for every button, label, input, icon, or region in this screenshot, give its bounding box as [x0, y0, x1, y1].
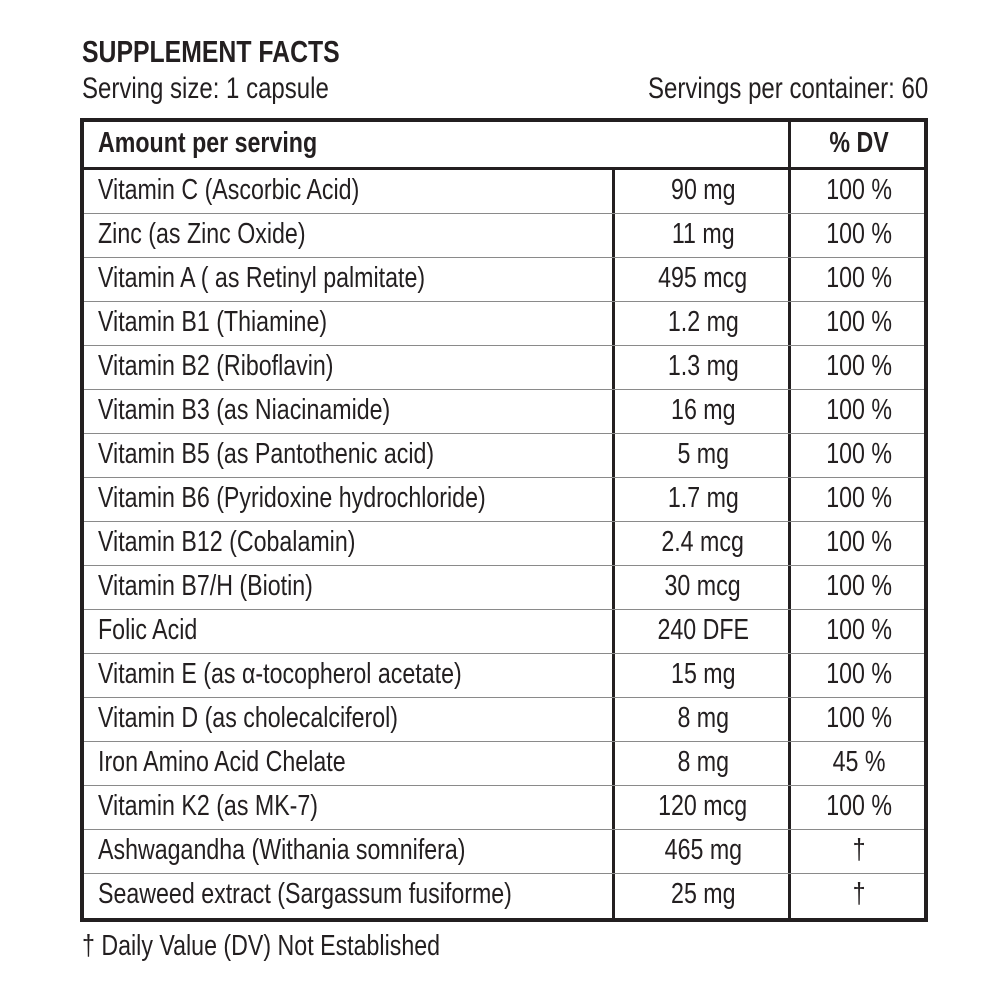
table-row: Vitamin B5 (as Pantothenic acid) 5 mg 100 …	[84, 434, 924, 478]
nutrient-dv: 100 %	[826, 350, 892, 382]
table-row: Folic Acid 240 DFE 100 %	[84, 610, 924, 654]
nutrient-name: Vitamin E (as α-tocopherol acetate)	[98, 658, 462, 690]
nutrient-dv: 100 %	[826, 570, 892, 602]
nutrient-name: Vitamin B2 (Riboflavin)	[98, 350, 334, 382]
nutrient-amount: 465 mg	[664, 834, 742, 866]
header-amount: Amount per serving	[98, 127, 318, 159]
nutrient-name: Vitamin B7/H (Biotin)	[98, 570, 313, 602]
table-row: Seaweed extract (Sargassum fusiforme) 25 …	[84, 874, 924, 918]
nutrient-dv: 100 %	[826, 614, 892, 646]
nutrient-dv: †	[852, 878, 866, 910]
nutrient-amount: 16 mg	[670, 394, 736, 426]
nutrient-name: Zinc (as Zinc Oxide)	[98, 218, 306, 250]
column-divider	[788, 122, 791, 918]
nutrient-name: Vitamin D (as cholecalciferol)	[98, 702, 398, 734]
nutrient-name: Vitamin B6 (Pyridoxine hydrochloride)	[98, 482, 486, 514]
nutrient-amount: 25 mg	[670, 878, 736, 910]
nutrient-amount: 1.7 mg	[667, 482, 739, 514]
servings-per-container: Servings per container: 60	[647, 72, 928, 105]
nutrient-dv: 100 %	[826, 658, 892, 690]
page-title: SUPPLEMENT FACTS	[82, 34, 340, 69]
nutrient-name: Vitamin A ( as Retinyl palmitate)	[98, 262, 426, 294]
table-row: Vitamin B2 (Riboflavin) 1.3 mg 100 %	[84, 346, 924, 390]
table-row: Vitamin B12 (Cobalamin) 2.4 mcg 100 %	[84, 522, 924, 566]
nutrient-dv: 100 %	[826, 438, 892, 470]
nutrient-name: Vitamin B5 (as Pantothenic acid)	[98, 438, 435, 470]
nutrient-dv: 100 %	[826, 218, 892, 250]
nutrient-dv: 100 %	[826, 790, 892, 822]
nutrient-amount: 1.2 mg	[667, 306, 739, 338]
nutrient-dv: 100 %	[826, 702, 892, 734]
table-row: Vitamin D (as cholecalciferol) 8 mg 100 %	[84, 698, 924, 742]
table-header: Amount per serving % DV	[84, 122, 924, 170]
nutrient-name: Vitamin B1 (Thiamine)	[98, 306, 328, 338]
nutrient-name: Vitamin K2 (as MK-7)	[98, 790, 319, 822]
table-row: Vitamin B3 (as Niacinamide) 16 mg 100 %	[84, 390, 924, 434]
table-row: Vitamin A ( as Retinyl palmitate) 495 mcg…	[84, 258, 924, 302]
nutrient-name: Vitamin C (Ascorbic Acid)	[98, 174, 360, 206]
nutrient-amount: 8 mg	[677, 746, 729, 778]
nutrient-amount: 240 DFE	[657, 614, 749, 646]
table-row: Vitamin B1 (Thiamine) 1.2 mg 100 %	[84, 302, 924, 346]
header-dv: % DV	[829, 127, 889, 159]
nutrient-amount: 1.3 mg	[667, 350, 739, 382]
table-row: Vitamin E (as α-tocopherol acetate) 15 mg…	[84, 654, 924, 698]
nutrient-amount: 15 mg	[670, 658, 736, 690]
nutrient-dv: 100 %	[826, 306, 892, 338]
nutrient-amount: 11 mg	[671, 218, 735, 250]
nutrient-name: Seaweed extract (Sargassum fusiforme)	[98, 878, 512, 910]
nutrient-dv: 100 %	[826, 262, 892, 294]
nutrient-name: Vitamin B12 (Cobalamin)	[98, 526, 356, 558]
nutrient-dv: 45 %	[832, 746, 886, 778]
nutrient-name: Folic Acid	[98, 614, 198, 646]
serving-size: Serving size: 1 capsule	[82, 72, 329, 105]
nutrient-amount: 8 mg	[677, 702, 729, 734]
nutrient-amount: 120 mcg	[658, 790, 748, 822]
table-row: Vitamin C (Ascorbic Acid) 90 mg 100 %	[84, 170, 924, 214]
column-divider	[612, 170, 615, 918]
nutrient-amount: 5 mg	[677, 438, 729, 470]
table-row: Vitamin K2 (as MK-7) 120 mcg 100 %	[84, 786, 924, 830]
table-row: Vitamin B7/H (Biotin) 30 mcg 100 %	[84, 566, 924, 610]
nutrient-name: Vitamin B3 (as Niacinamide)	[98, 394, 391, 426]
nutrient-amount: 90 mg	[670, 174, 736, 206]
nutrient-dv: †	[852, 834, 866, 866]
table-row: Iron Amino Acid Chelate 8 mg 45 %	[84, 742, 924, 786]
table-row: Zinc (as Zinc Oxide) 11 mg 100 %	[84, 214, 924, 258]
table-row: Ashwagandha (Withania somnifera) 465 mg †	[84, 830, 924, 874]
nutrient-dv: 100 %	[826, 394, 892, 426]
table-row: Vitamin B6 (Pyridoxine hydrochloride) 1.7…	[84, 478, 924, 522]
nutrient-name: Ashwagandha (Withania somnifera)	[98, 834, 466, 866]
footnote: † Daily Value (DV) Not Established	[82, 930, 441, 962]
nutrient-amount: 2.4 mcg	[661, 526, 745, 558]
nutrient-name: Iron Amino Acid Chelate	[98, 746, 346, 778]
nutrient-amount: 495 mcg	[658, 262, 748, 294]
nutrient-amount: 30 mcg	[664, 570, 742, 602]
nutrient-dv: 100 %	[826, 526, 892, 558]
nutrient-dv: 100 %	[826, 482, 892, 514]
nutrient-dv: 100 %	[826, 174, 892, 206]
supplement-facts-table: Amount per serving % DV Vitamin C (Ascor…	[80, 118, 928, 922]
